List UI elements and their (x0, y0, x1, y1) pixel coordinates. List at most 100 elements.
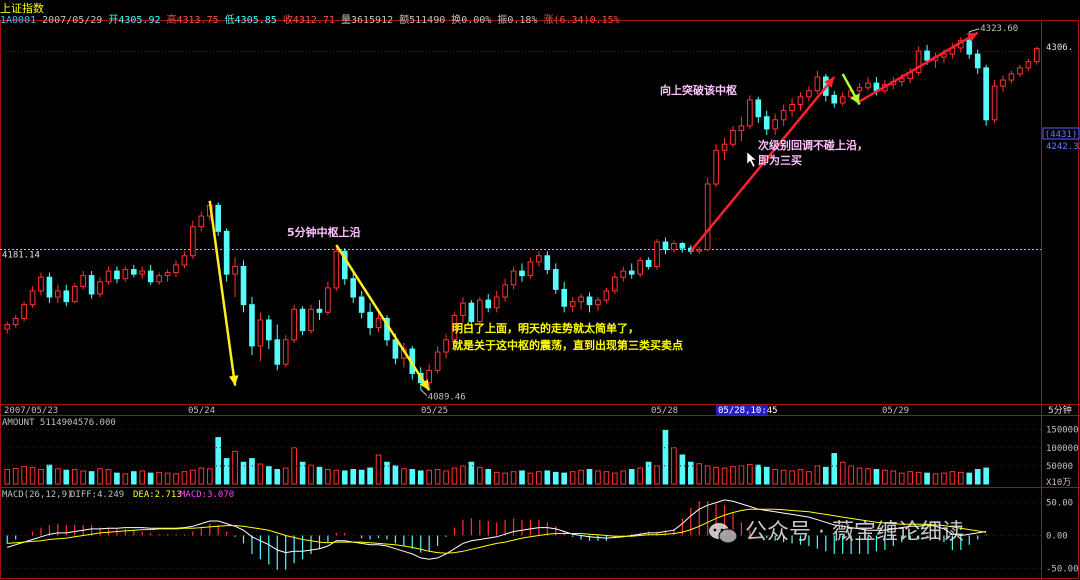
candle (696, 246, 703, 255)
right-axis-price-top: 4306. (1046, 43, 1073, 53)
candle (88, 271, 95, 299)
amount-bar (704, 465, 711, 485)
candle (983, 64, 989, 126)
candle-body (831, 94, 838, 104)
candle (375, 312, 382, 333)
amount-bar (139, 470, 146, 485)
amount-bar (814, 465, 821, 485)
candle (215, 202, 222, 236)
candle (130, 264, 137, 278)
amount-bar (299, 461, 306, 485)
candle-body (156, 275, 162, 283)
candle-body (789, 104, 795, 112)
candle-body (738, 125, 745, 131)
info-item-0: 1A0001 (0, 15, 37, 26)
amount-bar (873, 469, 880, 485)
amount-bar (409, 469, 416, 485)
candle (485, 293, 492, 313)
info-item-7: 额511490 (399, 15, 446, 26)
candle-body (839, 96, 846, 104)
candle (240, 260, 247, 313)
price-info-bar: 1A0001 2007/05/29 开4305.92 高4313.75 低4305.85… (0, 11, 626, 26)
amount-bar (628, 469, 635, 485)
candle-body (772, 119, 778, 130)
amount-bar (282, 467, 289, 485)
candle-body (578, 296, 584, 303)
info-item-3: 高4313.75 (166, 15, 219, 26)
candle (679, 242, 686, 253)
amount-bar (552, 471, 559, 485)
candle-body (502, 284, 508, 298)
candle-body (341, 250, 348, 280)
candle-body (240, 265, 247, 306)
candle-body (139, 270, 146, 275)
low-price-label: 4089.46 (428, 392, 466, 402)
candle (713, 144, 719, 188)
amount-bar (341, 470, 348, 485)
amount-bar (21, 466, 27, 485)
amount-bar (401, 468, 407, 485)
amount-bar (907, 471, 914, 485)
candle-body (29, 290, 36, 306)
cursor-price-box (1042, 127, 1080, 140)
amount-bar (822, 466, 829, 485)
arrow-up-1-head (824, 77, 835, 88)
candle-body (586, 296, 593, 306)
macd-dea-line (7, 508, 987, 554)
amount-bar (654, 465, 660, 485)
candle-body (527, 261, 534, 277)
candle-body (561, 288, 568, 307)
macd-diff-label: DIFF:4.249 (70, 490, 124, 500)
candle (358, 290, 365, 319)
candle-body (620, 270, 627, 278)
amount-bar (966, 472, 973, 485)
candle-body (291, 308, 297, 341)
candle-body (266, 319, 272, 341)
candle-body (63, 290, 70, 303)
annotation-third-buy-2: 即为三买 (758, 154, 802, 167)
amount-bar (181, 471, 188, 485)
amount-bar (974, 469, 981, 485)
candle-body (443, 339, 449, 353)
candle-body (173, 264, 179, 274)
candle-body (856, 87, 863, 92)
candle (29, 286, 36, 308)
candle-body (181, 255, 188, 266)
candle (80, 271, 86, 290)
candle-body (105, 270, 112, 283)
candle-body (991, 85, 998, 121)
annotation-summary-1: 明白了上面，明天的走势就太简单了， (452, 322, 639, 335)
candle-body (367, 311, 373, 329)
candle-body (730, 129, 736, 145)
candle (552, 263, 559, 294)
amount-bar (434, 469, 441, 485)
candle-body (941, 53, 947, 58)
candle-body (814, 76, 821, 92)
candle (476, 297, 483, 325)
amount-bar (941, 472, 947, 485)
candle (468, 300, 475, 328)
info-item-10: 涨(6.34)0.15% (543, 15, 620, 26)
amount-bar (738, 465, 745, 485)
candle-body (21, 304, 27, 319)
candle (510, 266, 517, 290)
candle (367, 303, 373, 336)
candle (831, 90, 838, 108)
watermark-text: 公众号 · 薇宝缠论细读 (745, 520, 964, 545)
amount-bar (392, 465, 399, 485)
candle-body (662, 241, 669, 251)
x-date-5: 05/29 (882, 406, 909, 416)
amount-bar (536, 471, 542, 485)
watermark: 公众号 · 薇宝缠论细读 (708, 514, 964, 546)
candle-body (282, 339, 289, 365)
candle-body (147, 270, 154, 283)
candle (181, 251, 188, 269)
candle-body (519, 270, 525, 277)
candle (1000, 75, 1006, 93)
candle (460, 297, 466, 324)
candle (333, 245, 340, 291)
arrow-up-1-line (689, 76, 836, 252)
candle-body (569, 301, 576, 307)
candle (341, 248, 348, 285)
amount-tick-0: 150000 (1046, 426, 1079, 436)
